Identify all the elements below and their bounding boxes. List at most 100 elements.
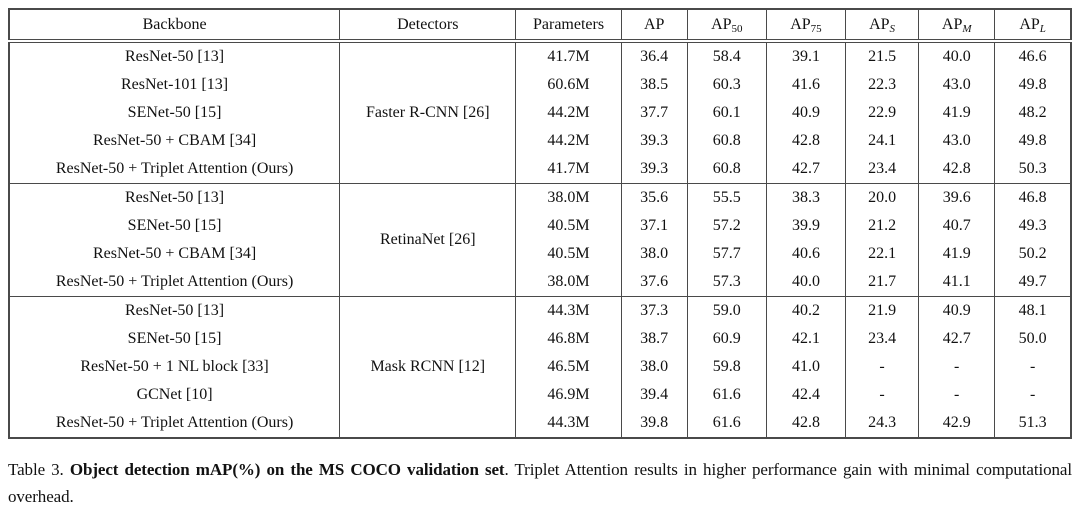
cell-ap50: 55.5 [686, 183, 767, 212]
cell-ap: 36.4 [620, 41, 688, 71]
cell-detector: RetinaNet [26] [339, 183, 517, 297]
cell-ap: 38.5 [620, 71, 688, 99]
table-row: SENet-50 [15] 40.5M 37.1 57.2 39.9 21.2 40.7 49… [8, 212, 1072, 240]
table-row: ResNet-50 + 1 NL block [33] 46.5M 38.0 59.8… [8, 353, 1072, 381]
cell-ap-l: 49.8 [994, 127, 1072, 155]
detector-section-2: ResNet-50 [13] RetinaNet [26] 38.0M 35.6 55.… [8, 183, 1072, 297]
cell-ap75: 42.4 [765, 381, 847, 409]
col-header-backbone: Backbone [8, 9, 341, 43]
col-header-label: AP [869, 15, 890, 33]
table-row: ResNet-50 + Triplet Attention (Ours) 38.0… [8, 268, 1072, 297]
cell-ap-m: 40.7 [918, 212, 996, 240]
cell-ap: 39.4 [620, 381, 688, 409]
cell-parameters: 44.2M [515, 127, 622, 155]
cell-ap-s: 23.4 [845, 155, 920, 184]
cell-ap75: 40.6 [765, 240, 847, 268]
cell-ap-l: 49.7 [994, 268, 1072, 297]
cell-ap-m: 40.0 [918, 41, 996, 71]
cell-ap-s: 23.4 [845, 325, 920, 353]
cell-ap: 37.1 [620, 212, 688, 240]
table-row: ResNet-50 + Triplet Attention (Ours) 41.7… [8, 155, 1072, 184]
col-header-label: AP [711, 15, 732, 33]
col-header-label: Detectors [397, 15, 459, 33]
cell-detector: Mask RCNN [12] [339, 296, 517, 438]
cell-ap75: 40.0 [765, 268, 847, 297]
cell-ap-m: 43.0 [918, 71, 996, 99]
cell-ap-l: 48.1 [994, 296, 1072, 325]
col-header-label: AP [1019, 15, 1040, 33]
table-row: ResNet-50 + CBAM [34] 40.5M 38.0 57.7 40.6 22… [8, 240, 1072, 268]
cell-ap-s: 22.3 [845, 71, 920, 99]
cell-ap-s: 21.7 [845, 268, 920, 297]
cell-backbone: ResNet-50 + CBAM [34] [8, 127, 341, 155]
cell-ap75: 42.1 [765, 325, 847, 353]
cell-ap75: 38.3 [765, 183, 847, 212]
cell-parameters: 44.3M [515, 409, 622, 438]
cell-parameters: 40.5M [515, 212, 622, 240]
cell-ap-m: - [918, 381, 996, 409]
cell-backbone: ResNet-101 [13] [8, 71, 341, 99]
cell-parameters: 46.8M [515, 325, 622, 353]
cell-ap-s: 20.0 [845, 183, 920, 212]
cell-backbone: GCNet [10] [8, 381, 341, 409]
cell-backbone: ResNet-50 + 1 NL block [33] [8, 353, 341, 381]
cell-ap-m: 41.9 [918, 99, 996, 127]
cell-ap50: 57.7 [686, 240, 767, 268]
table-row: ResNet-50 + CBAM [34] 44.2M 39.3 60.8 42.8 24… [8, 127, 1072, 155]
col-header-ap50: AP50 [686, 9, 767, 43]
cell-ap-m: 43.0 [918, 127, 996, 155]
cell-ap75: 40.9 [765, 99, 847, 127]
cell-ap75: 42.7 [765, 155, 847, 184]
cell-ap50: 60.3 [686, 71, 767, 99]
cell-ap-m: 39.6 [918, 183, 996, 212]
cell-parameters: 44.2M [515, 99, 622, 127]
col-header-parameters: Parameters [515, 9, 622, 43]
col-header-subscript: 50 [731, 22, 743, 35]
cell-ap50: 61.6 [686, 381, 767, 409]
cell-parameters: 41.7M [515, 41, 622, 71]
table-row: ResNet-50 + Triplet Attention (Ours) 44.3… [8, 409, 1072, 438]
cell-ap-l: - [994, 353, 1072, 381]
cell-ap-l: 51.3 [994, 409, 1072, 438]
col-header-subscript: 75 [810, 22, 822, 35]
cell-ap-s: 24.3 [845, 409, 920, 438]
cell-ap-l: 50.3 [994, 155, 1072, 184]
col-header-detectors: Detectors [339, 9, 517, 43]
cell-ap50: 57.2 [686, 212, 767, 240]
cell-ap-m: 42.7 [918, 325, 996, 353]
cell-ap-s: 21.9 [845, 296, 920, 325]
cell-ap-l: 48.2 [994, 99, 1072, 127]
cell-parameters: 46.9M [515, 381, 622, 409]
caption-description: . Triplet Attention results in higher pe… [8, 460, 1072, 506]
cell-backbone: ResNet-50 + Triplet Attention (Ours) [8, 268, 341, 297]
cell-parameters: 44.3M [515, 296, 622, 325]
table-row: ResNet-50 [13] Mask RCNN [12] 44.3M 37.3 59.… [8, 296, 1072, 438]
cell-ap-m: 40.9 [918, 296, 996, 325]
cell-ap75: 41.0 [765, 353, 847, 381]
cell-ap-m: - [918, 353, 996, 381]
cell-ap-m: 41.1 [918, 268, 996, 297]
cell-ap75: 40.2 [765, 296, 847, 325]
cell-ap75: 41.6 [765, 71, 847, 99]
cell-parameters: 46.5M [515, 353, 622, 381]
table-row: ResNet-50 [13] Faster R-CNN [26] 41.7M 36.4… [8, 41, 1072, 184]
cell-ap: 37.3 [620, 296, 688, 325]
cell-ap50: 57.3 [686, 268, 767, 297]
cell-parameters: 41.7M [515, 155, 622, 184]
cell-backbone: ResNet-50 [13] [8, 183, 341, 212]
cell-ap-s: - [845, 353, 920, 381]
caption-table-number: Table 3. [8, 460, 70, 479]
cell-ap-s: 21.2 [845, 212, 920, 240]
cell-backbone: ResNet-50 + Triplet Attention (Ours) [8, 155, 341, 184]
cell-backbone: SENet-50 [15] [8, 212, 341, 240]
cell-ap-l: 50.0 [994, 325, 1072, 353]
cell-ap-s: 24.1 [845, 127, 920, 155]
table-row: SENet-50 [15] 44.2M 37.7 60.1 40.9 22.9 41.9 48… [8, 99, 1072, 127]
cell-ap75: 42.8 [765, 409, 847, 438]
table-row: SENet-50 [15] 46.8M 38.7 60.9 42.1 23.4 42.7 50… [8, 325, 1072, 353]
cell-ap-s: 22.9 [845, 99, 920, 127]
cell-backbone: ResNet-50 + Triplet Attention (Ours) [8, 409, 341, 438]
cell-parameters: 60.6M [515, 71, 622, 99]
cell-ap-l: 49.3 [994, 212, 1072, 240]
cell-ap-l: - [994, 381, 1072, 409]
